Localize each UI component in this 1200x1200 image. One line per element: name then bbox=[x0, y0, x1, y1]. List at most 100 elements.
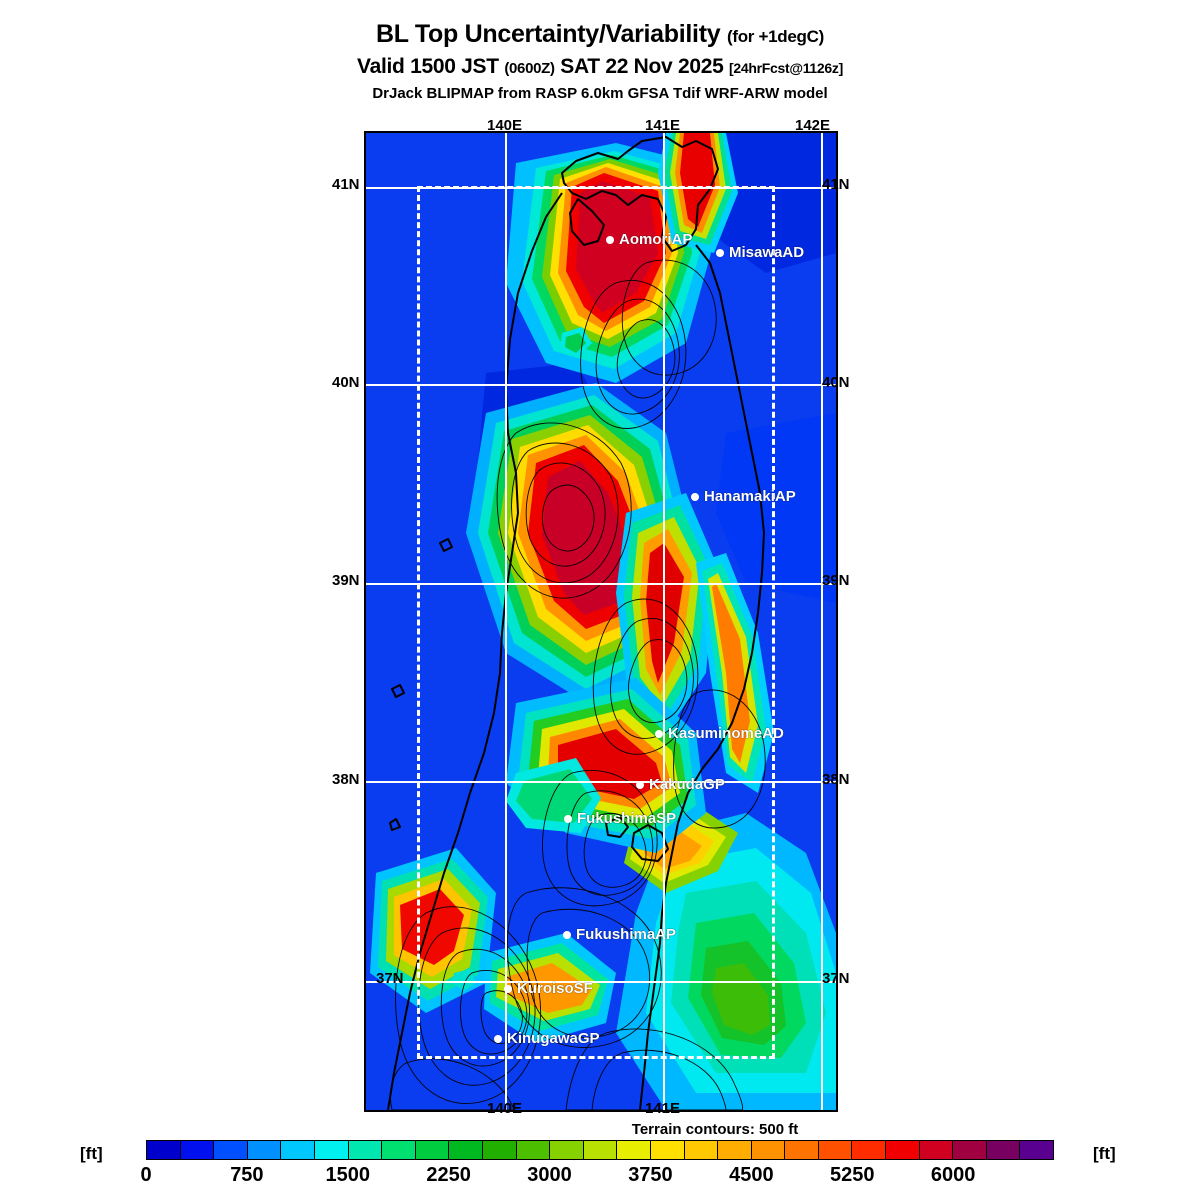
colorbar-swatch-5 bbox=[314, 1141, 349, 1159]
colorbar-swatch-8 bbox=[415, 1141, 450, 1159]
colorbar-tick-4500: 4500 bbox=[729, 1164, 774, 1186]
colorbar-swatch-16 bbox=[684, 1141, 719, 1159]
colorbar-swatch-3 bbox=[247, 1141, 282, 1159]
station-label: KinugawaGP bbox=[507, 1030, 600, 1047]
forecast-stamp: [24hrFcst@1126z] bbox=[729, 60, 843, 76]
title-qualifier: (for +1degC) bbox=[726, 27, 824, 46]
station-marker-icon bbox=[655, 729, 663, 738]
colorbar-unit-left: [ft] bbox=[80, 1144, 103, 1163]
station-misawaad[interactable]: MisawaAD bbox=[716, 244, 804, 261]
station-kakudagp[interactable]: KakudaGP bbox=[636, 776, 725, 793]
station-label: HanamakiAP bbox=[704, 488, 796, 505]
colorbar-swatch-9 bbox=[449, 1141, 483, 1159]
station-fukushimaap[interactable]: FukushimaAP bbox=[563, 926, 676, 943]
page-title: BL Top Uncertainty/Variability (for +1de… bbox=[0, 20, 1200, 49]
colorbar-tick-3750: 3750 bbox=[628, 1164, 673, 1186]
colorbar-swatch-24 bbox=[953, 1141, 987, 1159]
axis-label-lat-41n-right: 41N bbox=[822, 176, 850, 193]
colorbar-block: [ft] [ft] 0 750 1500 2250 3000 3750 4500 5250 60… bbox=[0, 1140, 1200, 1196]
colorbar-swatch-0 bbox=[147, 1141, 181, 1159]
station-aomoriap[interactable]: AomoriAP bbox=[606, 231, 692, 248]
axis-label-lon-140e-bottom: 140E bbox=[487, 1100, 523, 1117]
colorbar-swatch-6 bbox=[348, 1141, 383, 1159]
colorbar-swatch-10 bbox=[482, 1141, 517, 1159]
station-label: FukushimaSP bbox=[577, 810, 677, 827]
colorbar-swatch-11 bbox=[516, 1141, 551, 1159]
colorbar-swatch-12 bbox=[550, 1141, 584, 1159]
colorbar-swatch-23 bbox=[919, 1141, 954, 1159]
colorbar-swatch-19 bbox=[785, 1141, 819, 1159]
gridline-lat-40n bbox=[366, 384, 836, 386]
model-source-line: DrJack BLIPMAP from RASP 6.0km GFSA Tdif… bbox=[372, 85, 828, 102]
axis-label-lon-142e-top: 142E bbox=[795, 117, 831, 134]
axis-label-lat-41n-left: 41N bbox=[332, 176, 360, 193]
colorbar-swatch-21 bbox=[852, 1141, 887, 1159]
colorbar-tick-2250: 2250 bbox=[426, 1164, 471, 1186]
station-kinugawagp[interactable]: KinugawaGP bbox=[494, 1030, 600, 1047]
station-label: KuroisoSF bbox=[517, 980, 593, 997]
colorbar-swatch-15 bbox=[650, 1141, 685, 1159]
colorbar-swatch-25 bbox=[986, 1141, 1021, 1159]
valid-time-line: Valid 1500 JST (0600Z) SAT 22 Nov 2025 [… bbox=[0, 55, 1200, 79]
colorbar-swatch-22 bbox=[886, 1141, 920, 1159]
station-label: KakudaGP bbox=[649, 776, 725, 793]
colorbar-swatch-2 bbox=[214, 1141, 248, 1159]
station-label: MisawaAD bbox=[729, 244, 805, 261]
title-block: BL Top Uncertainty/Variability (for +1de… bbox=[0, 0, 1200, 102]
colorbar-swatch-18 bbox=[751, 1141, 786, 1159]
axis-label-lat-40n-right: 40N bbox=[822, 374, 850, 391]
station-marker-icon bbox=[606, 235, 614, 244]
gridline-lat-39n bbox=[366, 583, 836, 585]
colorbar[interactable] bbox=[146, 1140, 1054, 1160]
gridline-lat-38n bbox=[366, 781, 836, 783]
valid-date: SAT 22 Nov 2025 bbox=[560, 55, 724, 78]
colorbar-tick-6000: 6000 bbox=[930, 1164, 976, 1186]
colorbar-tick-0: 0 bbox=[140, 1164, 152, 1186]
colorbar-tick-1500: 1500 bbox=[325, 1164, 371, 1186]
valid-time: Valid 1500 JST bbox=[357, 55, 499, 78]
gridline-lon-141e bbox=[663, 133, 665, 1110]
terrain-contour-label: Terrain contours: 500 ft bbox=[631, 1121, 799, 1138]
gridline-lon-140e bbox=[505, 133, 507, 1110]
axis-label-lat-39n-right: 39N bbox=[822, 572, 850, 589]
axis-label-lon-140e-top: 140E bbox=[487, 117, 523, 134]
gridline-lat-37n bbox=[366, 981, 836, 983]
colorbar-swatch-14 bbox=[617, 1141, 651, 1159]
colorbar-tick-5250: 5250 bbox=[829, 1164, 875, 1186]
colorbar-swatch-20 bbox=[818, 1141, 853, 1159]
station-label: KasuminomeAD bbox=[668, 725, 784, 742]
axis-label-lat-40n-left: 40N bbox=[332, 374, 360, 391]
axis-label-lat-38n-left: 38N bbox=[332, 771, 360, 788]
station-marker-icon bbox=[716, 248, 724, 257]
gridline-lon-142e bbox=[821, 133, 823, 1110]
station-kasuminomead[interactable]: KasuminomeAD bbox=[655, 725, 784, 742]
colorbar-swatch-4 bbox=[281, 1141, 315, 1159]
axis-label-lon-141e-bottom: 141E bbox=[645, 1100, 681, 1117]
colorbar-swatch-7 bbox=[382, 1141, 416, 1159]
station-fukushimasp[interactable]: FukushimaSP bbox=[564, 810, 676, 827]
station-marker-icon bbox=[504, 984, 512, 993]
terrain-contour-note: Terrain contours: 500 ft bbox=[0, 1121, 1200, 1138]
station-marker-icon bbox=[494, 1034, 502, 1043]
station-marker-icon bbox=[563, 930, 571, 939]
axis-label-lat-37n-left: 37N bbox=[376, 970, 404, 987]
subdomain-box bbox=[417, 186, 775, 1059]
axis-label-lat-39n-left: 39N bbox=[332, 572, 360, 589]
colorbar-swatch-26 bbox=[1020, 1141, 1054, 1159]
station-marker-icon bbox=[691, 492, 699, 501]
axis-label-lat-38n-right: 38N bbox=[822, 771, 850, 788]
station-label: FukushimaAP bbox=[576, 926, 677, 943]
axis-label-lon-141e-top: 141E bbox=[645, 117, 681, 134]
colorbar-swatch-13 bbox=[583, 1141, 618, 1159]
station-marker-icon bbox=[564, 814, 572, 823]
title-main: BL Top Uncertainty/Variability bbox=[376, 20, 721, 48]
colorbar-tick-750: 750 bbox=[230, 1164, 264, 1186]
weather-map[interactable] bbox=[364, 131, 838, 1112]
valid-time-utc: (0600Z) bbox=[504, 60, 555, 77]
colorbar-tick-3000: 3000 bbox=[527, 1164, 572, 1186]
station-marker-icon bbox=[636, 780, 644, 789]
station-hanamakiap[interactable]: HanamakiAP bbox=[691, 488, 796, 505]
colorbar-swatch-17 bbox=[718, 1141, 752, 1159]
colorbar-swatch-1 bbox=[180, 1141, 215, 1159]
station-kuroisosf[interactable]: KuroisoSF bbox=[504, 980, 593, 997]
